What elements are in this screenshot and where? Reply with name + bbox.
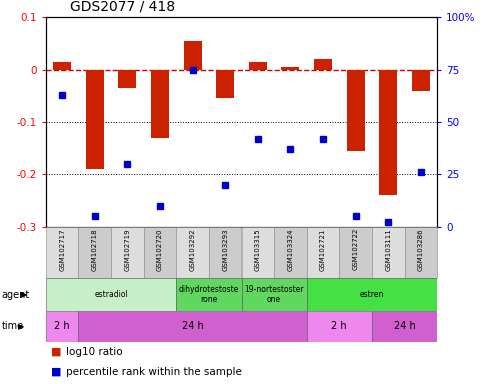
- Text: percentile rank within the sample: percentile rank within the sample: [66, 367, 242, 377]
- Bar: [242, 278, 307, 311]
- Text: 19-nortestoster
one: 19-nortestoster one: [244, 285, 304, 304]
- Text: GSM102719: GSM102719: [125, 228, 130, 271]
- Bar: [242, 227, 274, 278]
- Text: GSM103315: GSM103315: [255, 228, 261, 271]
- Bar: [307, 278, 437, 311]
- Text: 2 h: 2 h: [331, 321, 347, 331]
- Text: time: time: [1, 321, 24, 331]
- Bar: [379, 70, 397, 195]
- Bar: [307, 311, 372, 342]
- Text: 24 h: 24 h: [394, 321, 415, 331]
- Bar: [78, 311, 307, 342]
- Bar: [274, 227, 307, 278]
- Bar: [118, 70, 136, 88]
- Bar: [184, 41, 201, 70]
- Bar: [144, 227, 176, 278]
- Bar: [151, 70, 169, 137]
- Text: GDS2077 / 418: GDS2077 / 418: [70, 0, 175, 13]
- Text: GSM103111: GSM103111: [385, 228, 391, 271]
- Text: ▶: ▶: [18, 322, 24, 331]
- Bar: [46, 227, 78, 278]
- Bar: [347, 70, 365, 151]
- Text: ■: ■: [51, 367, 61, 377]
- Bar: [209, 227, 242, 278]
- Text: GSM102718: GSM102718: [92, 228, 98, 271]
- Bar: [372, 227, 405, 278]
- Bar: [372, 311, 437, 342]
- Text: dihydrotestoste
rone: dihydrotestoste rone: [179, 285, 239, 304]
- Bar: [46, 311, 78, 342]
- Text: agent: agent: [1, 290, 29, 300]
- Bar: [216, 70, 234, 98]
- Bar: [405, 227, 437, 278]
- Bar: [249, 62, 267, 70]
- Text: 2 h: 2 h: [55, 321, 70, 331]
- Text: 24 h: 24 h: [182, 321, 203, 331]
- Bar: [412, 70, 430, 91]
- Bar: [339, 227, 372, 278]
- Text: GSM102717: GSM102717: [59, 228, 65, 271]
- Text: GSM103324: GSM103324: [287, 228, 293, 271]
- Bar: [176, 227, 209, 278]
- Bar: [78, 227, 111, 278]
- Text: ▶: ▶: [21, 290, 27, 299]
- Bar: [46, 278, 176, 311]
- Text: GSM102722: GSM102722: [353, 228, 358, 270]
- Text: GSM103292: GSM103292: [190, 228, 196, 271]
- Bar: [314, 59, 332, 70]
- Text: ■: ■: [51, 347, 61, 357]
- Bar: [86, 70, 104, 169]
- Text: log10 ratio: log10 ratio: [66, 347, 123, 357]
- Text: GSM103293: GSM103293: [222, 228, 228, 271]
- Text: estradiol: estradiol: [94, 290, 128, 299]
- Bar: [53, 62, 71, 70]
- Bar: [176, 278, 242, 311]
- Bar: [307, 227, 339, 278]
- Text: GSM103286: GSM103286: [418, 228, 424, 271]
- Text: estren: estren: [360, 290, 384, 299]
- Text: GSM102720: GSM102720: [157, 228, 163, 271]
- Bar: [282, 67, 299, 70]
- Bar: [111, 227, 144, 278]
- Text: GSM102721: GSM102721: [320, 228, 326, 271]
